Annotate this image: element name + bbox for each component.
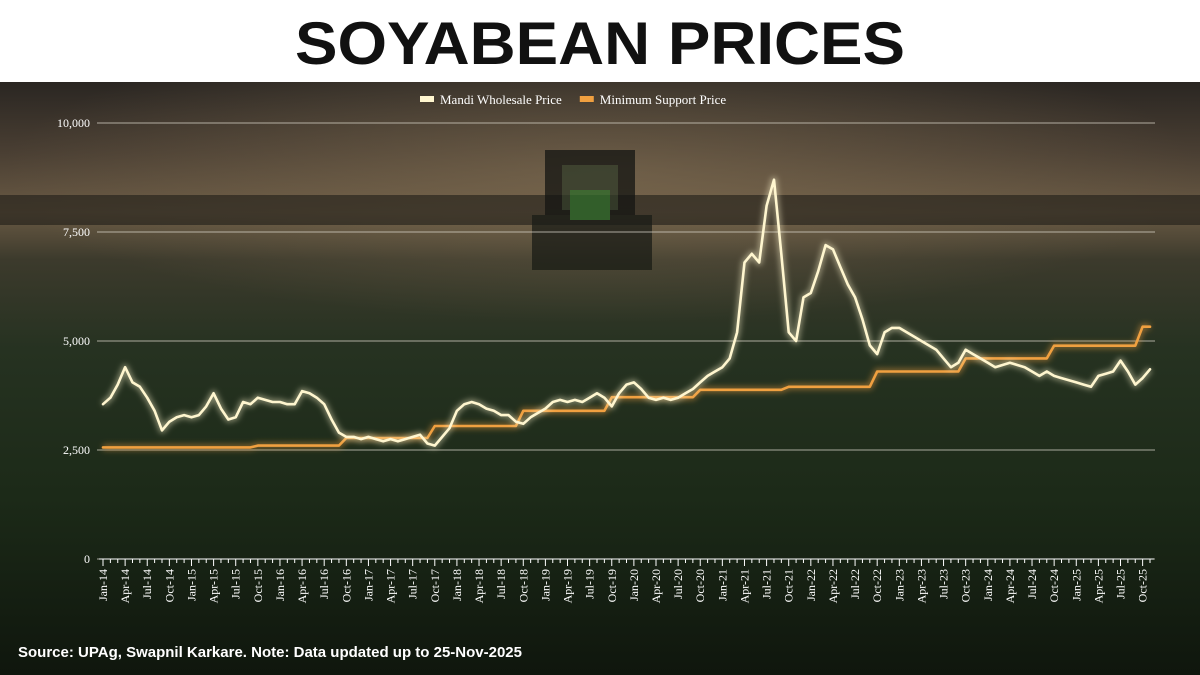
x-tick-label: Apr-16 [295,569,309,603]
x-tick-label: Oct-15 [251,569,265,602]
x-tick-label: Jan-22 [804,569,818,601]
y-tick-label: 2,500 [63,443,90,457]
x-tick-label: Apr-18 [472,569,486,603]
x-tick-label: Apr-22 [826,569,840,603]
x-tick-label: Apr-19 [561,569,575,603]
y-tick-label: 0 [84,552,90,566]
legend-swatch [579,96,594,102]
x-tick-label: Oct-20 [693,569,707,602]
x-tick-label: Jan-24 [981,569,995,601]
legend-label: Mandi Wholesale Price [440,92,562,107]
x-tick-label: Jul-17 [406,569,420,599]
x-tick-label: Jul-16 [317,569,331,599]
y-tick-label: 5,000 [63,334,90,348]
x-tick-label: Apr-21 [737,569,751,603]
x-tick-label: Jan-17 [361,569,375,601]
x-tick-label: Jul-23 [937,569,951,599]
title-band [0,0,1200,82]
x-tick-label: Oct-24 [1047,569,1061,602]
x-tick-label: Jul-20 [671,569,685,599]
x-tick-label: Apr-23 [914,569,928,603]
x-tick-label: Jul-19 [583,569,597,599]
y-tick-label: 10,000 [57,116,90,130]
x-tick-label: Jan-14 [96,569,110,601]
x-tick-label: Oct-25 [1136,569,1150,602]
x-tick-label: Oct-18 [516,569,530,602]
x-tick-label: Apr-20 [649,569,663,603]
x-tick-label: Oct-16 [339,569,353,602]
x-tick-label: Jan-18 [450,569,464,601]
x-tick-label: Oct-14 [162,569,176,602]
x-tick-label: Oct-17 [428,569,442,602]
legend-swatch [420,96,434,102]
x-tick-label: Apr-14 [118,569,132,603]
x-tick-label: Jan-21 [715,569,729,601]
legend-label: Minimum Support Price [600,92,727,107]
x-tick-label: Jul-24 [1025,569,1039,599]
x-tick-label: Jan-25 [1069,569,1083,601]
x-tick-label: Apr-24 [1003,569,1017,603]
x-tick-label: Jul-18 [494,569,508,599]
x-tick-label: Oct-19 [605,569,619,602]
x-tick-label: Apr-25 [1091,569,1105,603]
x-tick-label: Jan-20 [627,569,641,601]
series-line [101,178,1152,447]
x-tick-label: Jan-19 [538,569,552,601]
x-tick-label: Jan-15 [184,569,198,601]
x-tick-label: Apr-17 [384,569,398,603]
x-tick-label: Jul-25 [1114,569,1128,599]
chart-title: SOYABEAN PRICES [295,10,905,77]
x-tick-label: Jul-21 [760,569,774,599]
y-tick-label: 7,500 [63,225,90,239]
x-tick-label: Oct-21 [782,569,796,602]
x-tick-label: Jan-23 [892,569,906,601]
x-tick-label: Jan-16 [273,569,287,601]
x-tick-label: Oct-23 [959,569,973,602]
x-tick-label: Jul-15 [229,569,243,599]
x-tick-label: Jul-22 [848,569,862,599]
x-tick-label: Apr-15 [207,569,221,603]
tractor [532,150,652,270]
x-tick-label: Jul-14 [140,569,154,599]
x-tick-label: Oct-22 [870,569,884,602]
source-note: Source: UPAg, Swapnil Karkare. Note: Dat… [18,644,522,661]
plot-area: 0 2,500 5,000 7,500 10,000 Jan-14 Apr-14 Jul-14… [57,92,1155,603]
